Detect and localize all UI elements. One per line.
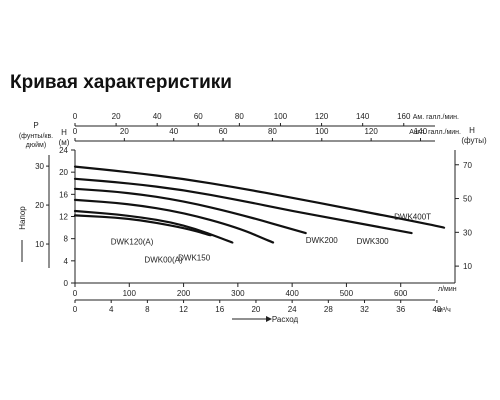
curve-label-dwk00a: DWK00(A) [144,256,183,265]
imp-gpm-axis-label: Англ. галл./мин. [409,129,461,136]
lpm-tick-label: 600 [394,289,408,298]
psi-axis-label: P [33,121,38,130]
imp-gpm-tick-label: 60 [219,127,228,136]
m3h-tick-label: 4 [109,305,114,314]
curve-dwk300 [73,177,413,235]
lpm-tick-label: 200 [177,289,191,298]
imp-gpm-tick-label: 20 [120,127,129,136]
h-m-axis-label: H [61,128,67,137]
curve-label-dwk200: DWK200 [306,236,339,245]
psi-axis-unit: (фунты/кв. [19,133,53,140]
us-gpm-tick-label: 20 [112,112,121,121]
imp-gpm-tick-label: 120 [364,127,378,136]
m3h-tick-label: 28 [324,305,333,314]
h-m-axis-unit: (м) [59,138,70,147]
h-ft-tick-label: 70 [463,161,472,170]
h-m-tick-label: 4 [64,257,69,266]
curve-label-dwk120a: DWK120(A) [111,237,154,246]
m3h-tick-label: 12 [179,305,188,314]
lpm-tick-label: 100 [123,289,137,298]
curves-group [73,165,446,244]
x-axis-title: Расход [272,315,299,324]
h-ft-tick-label: 50 [463,195,472,204]
h-m-tick-label: 16 [59,190,68,199]
labels-group: DWK120(A) DWK00(A)DWK150 DWK200 DWK300 DWK40… [111,213,431,265]
psi-tick-label: 10 [35,240,44,249]
m3h-tick-label: 0 [73,305,78,314]
psi-tick-label: 20 [35,201,44,210]
m3h-tick-label: 36 [396,305,405,314]
m3h-tick-label: 32 [360,305,369,314]
h-ft-axis-label: H [469,126,475,135]
psi-axis-unit-2: дюйм) [26,141,46,149]
us-gpm-tick-label: 160 [397,112,411,121]
h-m-tick-label: 8 [64,235,69,244]
h-m-tick-label: 20 [59,168,68,177]
us-gpm-tick-label: 120 [315,112,329,121]
us-gpm-tick-label: 100 [274,112,288,121]
curve-dwk400t [73,165,446,229]
m3h-tick-label: 40 [432,305,441,314]
lpm-tick-label: 0 [73,289,78,298]
curve-label-dwk400t: DWK400T [394,213,431,222]
lpm-unit-label: л/мин [438,286,457,293]
h-ft-axis-unit: (футы) [461,136,487,145]
curve-label-dwk150: DWK150 [178,254,211,263]
m3h-tick-label: 8 [145,305,150,314]
lpm-tick-label: 500 [340,289,354,298]
us-gpm-tick-label: 60 [194,112,203,121]
lpm-tick-label: 300 [231,289,245,298]
imp-gpm-tick-label: 40 [169,127,178,136]
curve-dwk120a [73,214,212,237]
curve-dwk00a [73,209,234,244]
us-gpm-axis-label: Ам. галл./мин. [413,114,459,121]
m3h-unit-label: м³/ч [438,307,451,314]
curve-label-dwk300: DWK300 [357,237,390,246]
imp-gpm-tick-label: 0 [73,127,78,136]
h-m-tick-label: 0 [64,279,69,288]
psi-tick-label: 30 [35,162,44,171]
axes-group: 0 20 40 60 80 100 120 140 160 Ам. галл./мин.0 20 40… [18,112,487,324]
m3h-tick-label: 20 [251,305,260,314]
h-ft-tick-label: 30 [463,228,472,237]
m3h-tick-label: 16 [215,305,224,314]
x-axis-arrow-head [266,316,272,322]
h-m-tick-label: 12 [59,213,68,222]
curve-dwk200 [73,187,307,235]
lpm-tick-label: 400 [285,289,299,298]
chart-title: Кривая характеристики [10,72,232,93]
imp-gpm-tick-label: 140 [414,127,428,136]
h-ft-tick-label: 10 [463,262,472,271]
us-gpm-tick-label: 80 [235,112,244,121]
h-m-tick-label: 24 [59,146,68,155]
us-gpm-tick-label: 140 [356,112,370,121]
m3h-tick-label: 24 [288,305,297,314]
imp-gpm-tick-label: 100 [315,127,329,136]
us-gpm-tick-label: 40 [153,112,162,121]
imp-gpm-tick-label: 80 [268,127,277,136]
us-gpm-tick-label: 0 [73,112,78,121]
y-axis-title: Напор [18,206,27,230]
curve-dwk150 [73,198,275,244]
